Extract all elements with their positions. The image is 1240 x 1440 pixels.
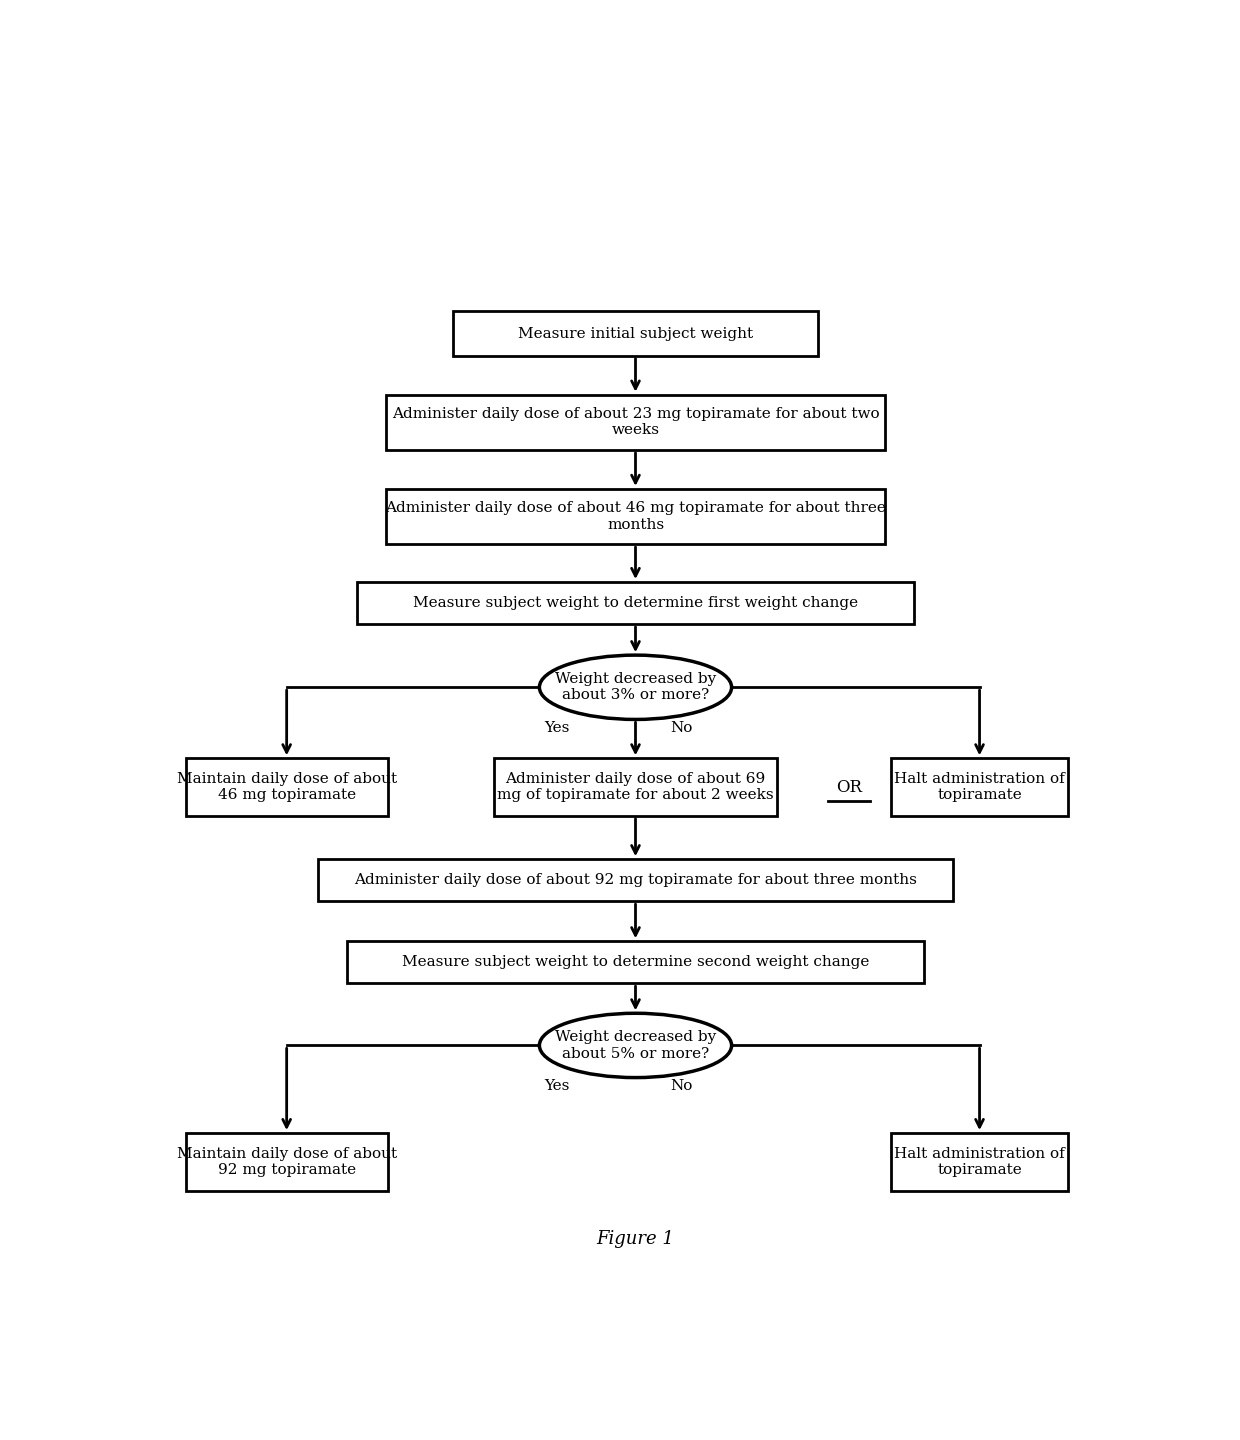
FancyBboxPatch shape bbox=[386, 488, 885, 544]
Text: Yes: Yes bbox=[544, 721, 569, 736]
Text: Measure subject weight to determine second weight change: Measure subject weight to determine seco… bbox=[402, 955, 869, 969]
Text: Measure initial subject weight: Measure initial subject weight bbox=[518, 327, 753, 341]
Text: Weight decreased by
about 5% or more?: Weight decreased by about 5% or more? bbox=[554, 1031, 717, 1060]
FancyBboxPatch shape bbox=[186, 759, 388, 816]
FancyBboxPatch shape bbox=[890, 759, 1069, 816]
FancyBboxPatch shape bbox=[357, 582, 914, 624]
FancyBboxPatch shape bbox=[494, 759, 777, 816]
FancyBboxPatch shape bbox=[386, 395, 885, 449]
Text: No: No bbox=[671, 1080, 693, 1093]
FancyBboxPatch shape bbox=[453, 311, 818, 356]
Text: Administer daily dose of about 92 mg topiramate for about three months: Administer daily dose of about 92 mg top… bbox=[355, 873, 916, 887]
Text: No: No bbox=[671, 721, 693, 736]
Text: Weight decreased by
about 3% or more?: Weight decreased by about 3% or more? bbox=[554, 672, 717, 703]
Text: Administer daily dose of about 69
mg of topiramate for about 2 weeks: Administer daily dose of about 69 mg of … bbox=[497, 772, 774, 802]
Text: Figure 1: Figure 1 bbox=[596, 1230, 675, 1248]
Text: OR: OR bbox=[836, 779, 862, 795]
FancyBboxPatch shape bbox=[347, 942, 924, 984]
FancyBboxPatch shape bbox=[319, 860, 952, 901]
Ellipse shape bbox=[539, 1014, 732, 1077]
Text: Administer daily dose of about 46 mg topiramate for about three
months: Administer daily dose of about 46 mg top… bbox=[386, 501, 885, 531]
Ellipse shape bbox=[539, 655, 732, 720]
Text: Administer daily dose of about 23 mg topiramate for about two
weeks: Administer daily dose of about 23 mg top… bbox=[392, 408, 879, 438]
Text: Yes: Yes bbox=[544, 1080, 569, 1093]
FancyBboxPatch shape bbox=[186, 1133, 388, 1191]
Text: Maintain daily dose of about
92 mg topiramate: Maintain daily dose of about 92 mg topir… bbox=[176, 1146, 397, 1176]
Text: Measure subject weight to determine first weight change: Measure subject weight to determine firs… bbox=[413, 596, 858, 611]
FancyBboxPatch shape bbox=[890, 1133, 1069, 1191]
Text: Halt administration of
topiramate: Halt administration of topiramate bbox=[894, 772, 1065, 802]
Text: Halt administration of
topiramate: Halt administration of topiramate bbox=[894, 1146, 1065, 1176]
Text: Maintain daily dose of about
46 mg topiramate: Maintain daily dose of about 46 mg topir… bbox=[176, 772, 397, 802]
